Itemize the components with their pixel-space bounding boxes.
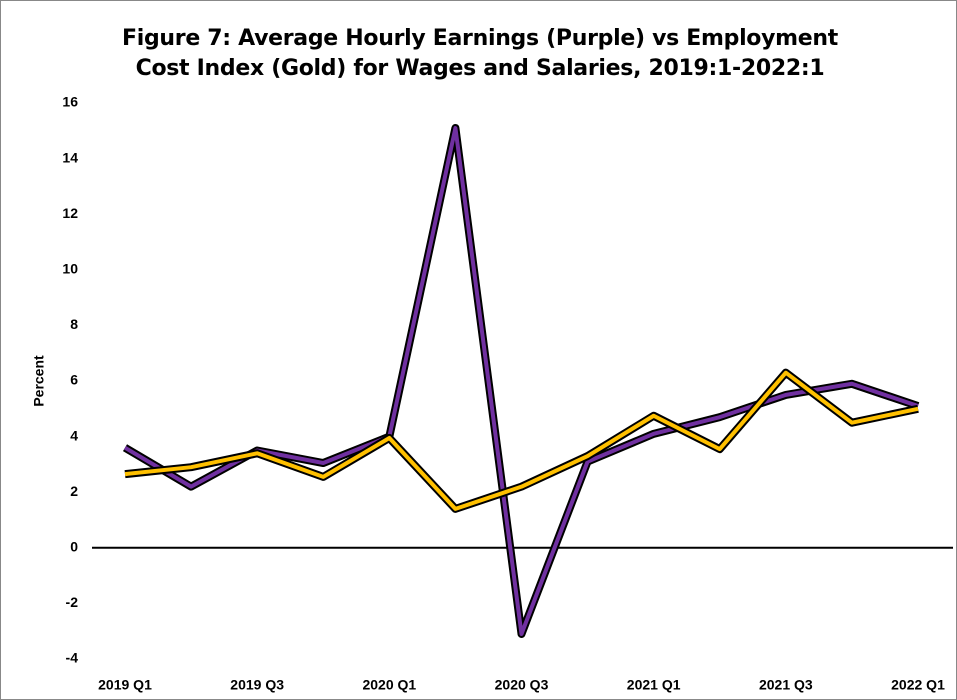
y-tick-label: 14: [62, 149, 78, 165]
y-tick-label: 6: [70, 372, 78, 388]
y-tick-label: 10: [62, 261, 78, 277]
x-tick-label: 2020 Q1: [362, 677, 416, 693]
x-tick-label: 2019 Q1: [98, 677, 152, 693]
chart-title: Figure 7: Average Hourly Earnings (Purpl…: [121, 26, 838, 81]
x-tick-label: 2021 Q1: [627, 677, 681, 693]
x-tick-label: 2020 Q3: [495, 677, 549, 693]
y-tick-label: 16: [62, 94, 78, 110]
series-line: [124, 370, 919, 511]
x-tick-label: 2021 Q3: [759, 677, 813, 693]
y-tick-label: 8: [70, 316, 78, 332]
y-tick-label: -2: [66, 594, 79, 610]
x-tick-label: 2019 Q3: [230, 677, 284, 693]
y-tick-label: 4: [70, 427, 78, 443]
x-tick-label: 2022 Q1: [891, 677, 945, 693]
y-tick-label: -4: [66, 650, 79, 666]
y-axis-label: Percent: [31, 355, 47, 407]
y-tick-label: 0: [70, 539, 78, 555]
y-tick-label: 12: [62, 205, 78, 221]
y-tick-label: 2: [70, 483, 78, 499]
